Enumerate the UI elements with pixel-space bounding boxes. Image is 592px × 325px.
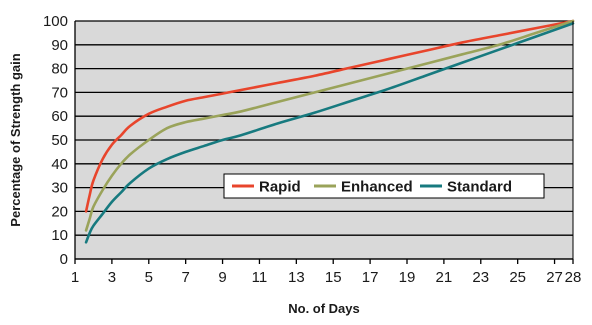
y-tick-label: 70 xyxy=(51,84,68,101)
y-tick-label: 90 xyxy=(51,37,68,54)
x-tick-label: 21 xyxy=(436,269,453,286)
x-tick-label: 7 xyxy=(181,269,189,286)
y-tick-label: 50 xyxy=(51,132,68,149)
y-tick-label: 20 xyxy=(51,203,68,220)
legend: Rapid Enhanced Standard xyxy=(223,173,545,199)
x-tick-label: 25 xyxy=(509,269,526,286)
x-axis-title: No. of Days xyxy=(288,301,360,316)
y-tick-label: 10 xyxy=(51,227,68,244)
legend-box xyxy=(223,173,545,199)
series-line-rapid xyxy=(84,19,575,213)
x-tick-label: 1 xyxy=(71,269,79,286)
y-tick-label: 40 xyxy=(51,156,68,173)
x-tick-label: 5 xyxy=(145,269,153,286)
x-tick-label: 11 xyxy=(252,269,268,286)
y-tick-label: 0 xyxy=(60,251,68,268)
x-tick-label: 19 xyxy=(399,269,416,286)
x-tick-label: 15 xyxy=(325,269,342,286)
x-tick-label: 13 xyxy=(288,269,305,286)
x-tick-label: 3 xyxy=(108,269,116,286)
x-tick-label: 28 xyxy=(565,269,582,286)
x-tick-label: 17 xyxy=(362,269,379,286)
x-tick-label: 27 xyxy=(546,269,563,286)
y-tick-label: 30 xyxy=(51,180,68,197)
gridlines xyxy=(75,20,573,260)
x-tick-label: 9 xyxy=(218,269,226,286)
series-lines xyxy=(84,19,575,244)
legend-label: Enhanced xyxy=(341,179,413,196)
x-tick-label: 23 xyxy=(472,269,489,286)
y-axis-title: Percentage of Strength gain xyxy=(8,53,23,226)
y-tick-label: 60 xyxy=(51,108,68,125)
y-tick-label: 80 xyxy=(51,61,68,78)
y-tick-label: 100 xyxy=(43,13,68,30)
series-line-standard xyxy=(84,22,575,244)
legend-label: Rapid xyxy=(259,179,301,196)
legend-label: Standard xyxy=(447,179,512,196)
series-line-enhanced xyxy=(84,19,575,232)
